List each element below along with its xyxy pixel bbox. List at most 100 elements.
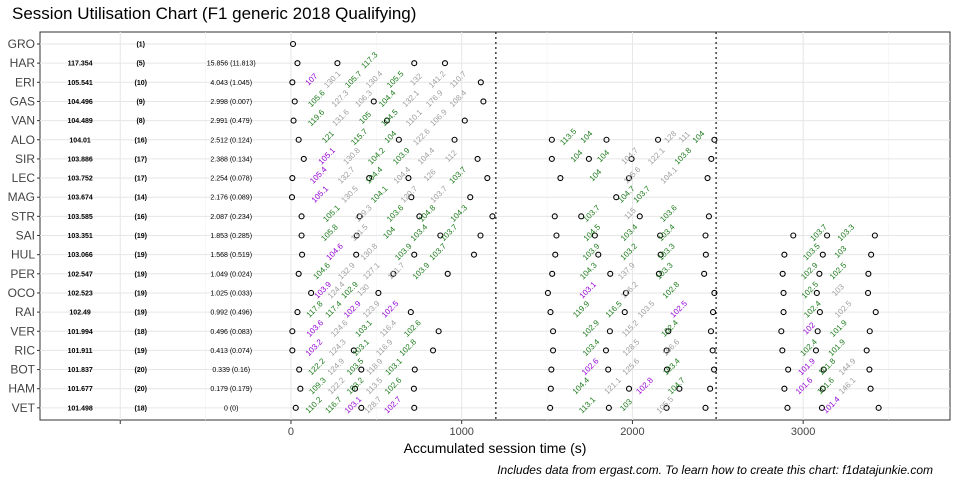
stint-marker-point xyxy=(707,328,715,335)
y-tick-label-eri: ERI xyxy=(15,75,35,89)
stint-marker-point xyxy=(625,385,633,392)
stint-marker-point xyxy=(868,251,875,258)
stint-marker-point xyxy=(781,385,788,392)
y-tick-label-str: STR xyxy=(11,209,35,223)
stint-marker-point xyxy=(375,289,382,297)
x-axis-label: Accumulated session time (s) xyxy=(404,440,587,456)
best-laptime-label: 101.994 xyxy=(67,329,92,336)
x-tick-label: 2000 xyxy=(620,426,644,438)
stint-marker-point xyxy=(711,289,718,297)
stint-marker-point xyxy=(484,175,491,182)
stint-marker-point xyxy=(290,117,297,124)
stint-marker-point xyxy=(547,404,554,411)
stint-marker-point xyxy=(289,328,296,335)
stint-marker-point xyxy=(607,270,614,277)
stint-marker-point xyxy=(444,270,451,277)
gap-label: 0.413 (0.074) xyxy=(210,348,252,355)
stint-marker-point xyxy=(820,366,827,373)
stint-marker-point xyxy=(351,385,359,392)
stint-marker-point xyxy=(549,328,557,335)
lap-count-label: (5) xyxy=(136,61,145,68)
stint-marker-point xyxy=(636,213,643,220)
x-tick-label: 3000 xyxy=(791,426,815,438)
y-tick-label-alo: ALO xyxy=(11,133,35,147)
stint-marker-point xyxy=(871,232,878,239)
x-tick-label: 1000 xyxy=(449,426,473,438)
stint-marker-point xyxy=(544,289,551,297)
best-laptime-label: 103.886 xyxy=(67,156,92,163)
gap-label: 2.998 (0.007) xyxy=(210,99,252,106)
stint-marker-point xyxy=(603,136,610,143)
stint-marker-point xyxy=(299,251,306,258)
stint-marker-point xyxy=(705,213,712,220)
stint-marker-point xyxy=(353,232,360,239)
stint-marker-point xyxy=(356,213,363,220)
stint-marker-point xyxy=(779,270,786,277)
stint-marker-point xyxy=(702,251,709,258)
gap-label: 2.176 (0.089) xyxy=(210,195,252,202)
stint-marker-point xyxy=(711,136,718,143)
stint-marker-point xyxy=(489,213,496,220)
stint-marker-point xyxy=(707,385,714,392)
stint-marker-point xyxy=(350,347,357,354)
stint-marker-point xyxy=(702,404,709,411)
plot-panel xyxy=(39,31,951,421)
stint-marker-point xyxy=(548,155,555,162)
best-laptime-label: 104.01 xyxy=(69,137,91,144)
stint-marker-point xyxy=(701,270,708,277)
stint-marker-point xyxy=(461,117,468,124)
stint-marker-point xyxy=(591,232,598,239)
stint-marker-point xyxy=(474,155,481,162)
stint-marker-point xyxy=(665,328,672,335)
stint-marker-point xyxy=(411,60,418,67)
stint-marker-point xyxy=(470,251,478,258)
lap-count-label: (18) xyxy=(135,405,147,412)
best-laptime-label: 103.674 xyxy=(67,195,92,202)
gap-label: 15.856 (11.813) xyxy=(207,61,256,68)
lap-count-label: (17) xyxy=(135,156,147,163)
y-tick-label-ham: HAM xyxy=(8,382,35,396)
stint-marker-point xyxy=(621,309,628,316)
stint-marker-point xyxy=(437,232,444,239)
x-tick-label: 0 xyxy=(288,426,294,438)
caption: Includes data from ergast.com. To learn … xyxy=(497,463,933,477)
stint-marker-point xyxy=(547,385,554,392)
stint-marker-point xyxy=(663,347,670,354)
stint-marker-point xyxy=(676,385,683,392)
stint-marker-point xyxy=(557,175,564,182)
gap-label: 1.853 (0.285) xyxy=(210,233,252,240)
best-laptime-label: 101.837 xyxy=(67,367,92,374)
gap-label: 1.568 (0.519) xyxy=(210,252,252,259)
stint-marker-point xyxy=(295,270,302,277)
stint-marker-point xyxy=(300,155,307,162)
stint-marker-point xyxy=(819,385,826,392)
y-tick-label-oco: OCO xyxy=(8,286,35,300)
lap-count-label: (19) xyxy=(135,233,147,240)
stint-marker-point xyxy=(334,60,341,67)
lap-count-label: (10) xyxy=(135,80,147,87)
lap-count-label: (9) xyxy=(136,99,145,106)
stint-marker-point xyxy=(866,366,873,373)
y-tick-label-sai: SAI xyxy=(16,229,35,243)
stint-marker-point xyxy=(408,194,415,201)
stint-marker-point xyxy=(663,404,670,411)
stint-marker-point xyxy=(298,213,305,220)
stint-marker-point xyxy=(548,136,555,143)
stint-marker-point xyxy=(606,328,613,335)
stint-marker-point xyxy=(866,328,873,335)
gap-label: 0.339 (0.16) xyxy=(212,367,250,374)
stint-marker-point xyxy=(480,98,487,105)
stint-marker-point xyxy=(410,385,417,392)
lap-count-label: (14) xyxy=(135,195,147,202)
stint-marker-point xyxy=(297,385,304,392)
y-tick-label-vet: VET xyxy=(12,401,36,415)
stint-marker-point xyxy=(295,136,302,143)
gap-label: 2.254 (0.078) xyxy=(210,176,252,183)
stint-marker-point xyxy=(709,309,717,316)
lap-count-label: (17) xyxy=(135,176,147,183)
gap-label: 0.992 (0.496) xyxy=(210,310,252,317)
stint-marker-point xyxy=(291,98,298,105)
stint-marker-point xyxy=(552,251,559,258)
stint-marker-point xyxy=(416,213,423,220)
y-tick-label-hul: HUL xyxy=(11,248,35,262)
